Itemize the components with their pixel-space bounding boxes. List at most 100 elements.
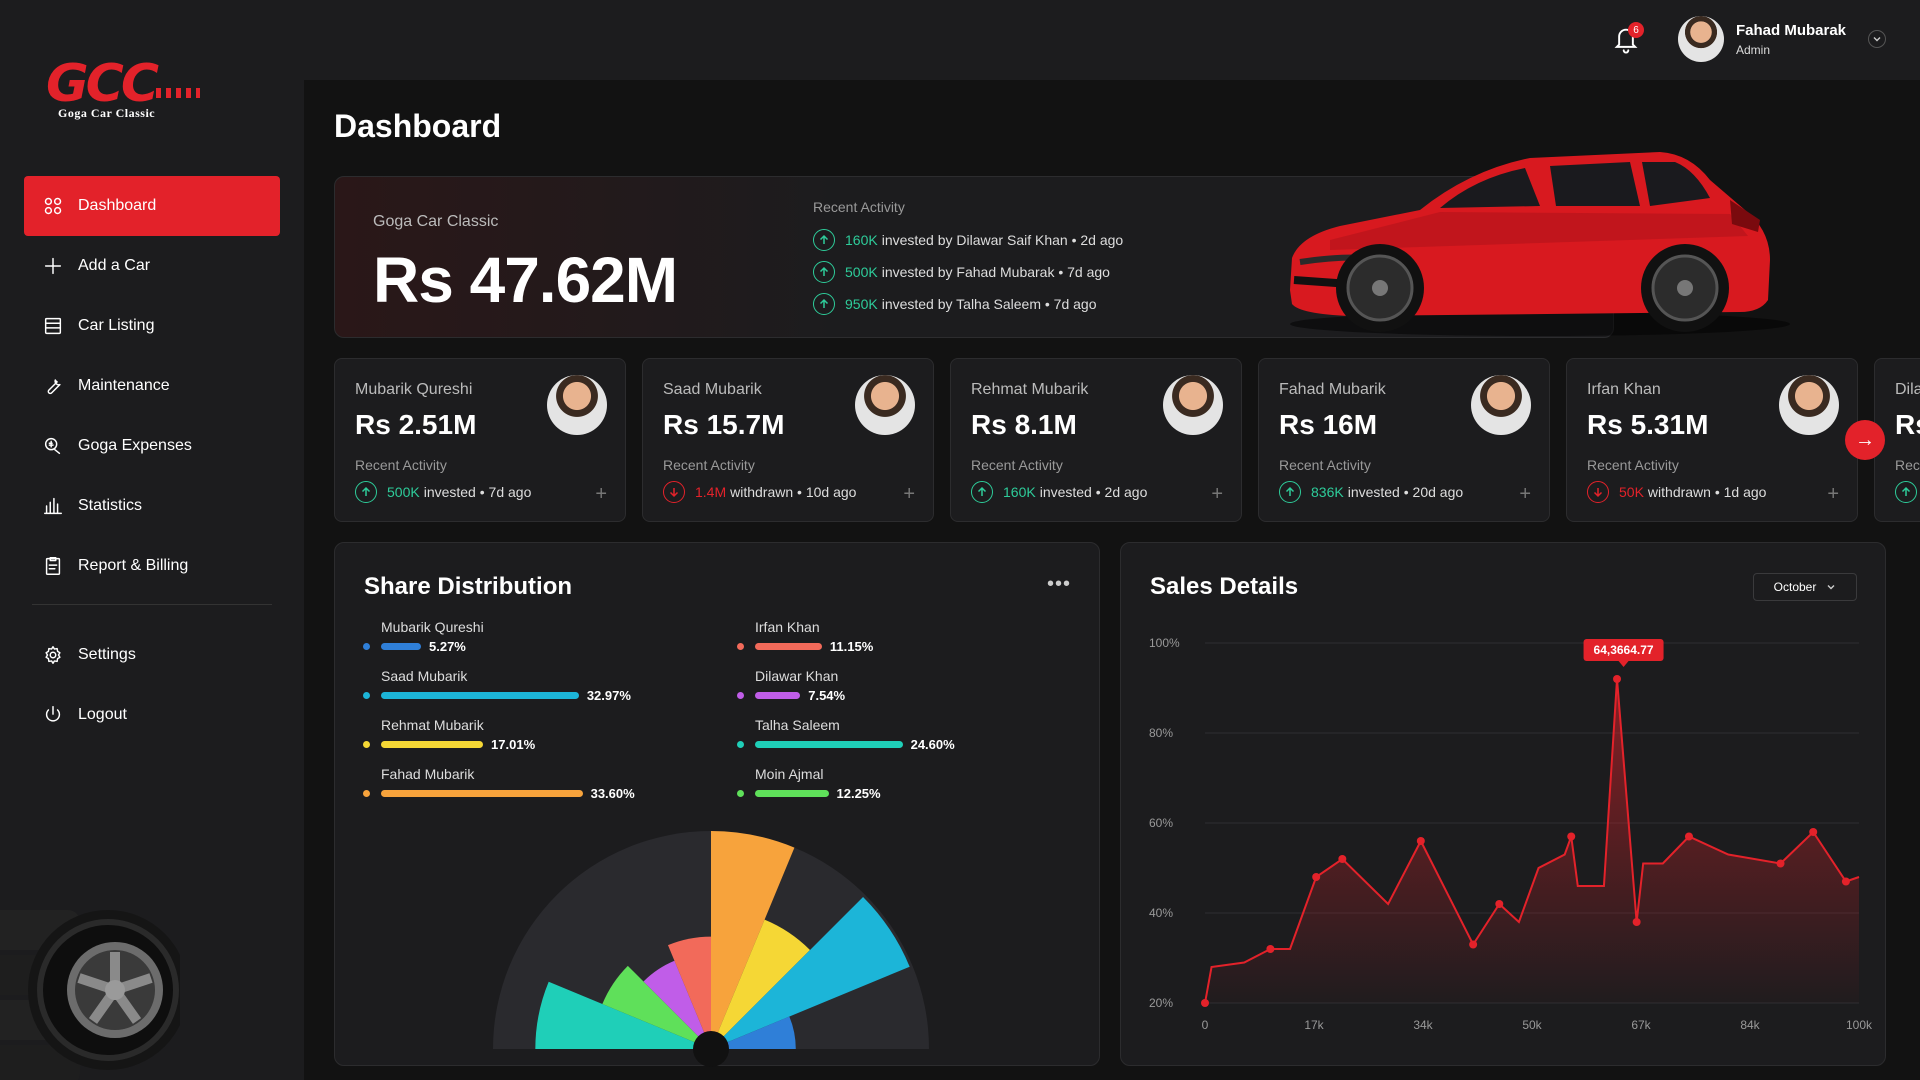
sidebar-item-logout[interactable]: Logout <box>24 685 280 745</box>
sidebar-item-label: Goga Expenses <box>78 437 192 454</box>
arrow-up-icon <box>971 481 993 503</box>
y-tick-label: 20% <box>1149 996 1173 1010</box>
arrow-up-icon <box>813 229 835 251</box>
sales-point[interactable] <box>1632 918 1641 926</box>
tires-image <box>0 910 180 1080</box>
activity-text: invested by Fahad Mubarak • 7d ago <box>881 264 1110 280</box>
share-percent: 33.60% <box>590 786 635 801</box>
user-avatar[interactable] <box>1678 16 1724 62</box>
investor-name: Saad Mubarik <box>663 381 762 398</box>
radial-slice[interactable] <box>667 936 711 1049</box>
investor-card[interactable]: Mubarik Qureshi Rs 2.51M Recent Activity… <box>334 358 626 522</box>
sidebar-nav: Dashboard Add a Car Car Listing Maintena… <box>24 176 280 745</box>
clipboard-icon <box>45 557 61 575</box>
investor-card[interactable]: Fahad Mubarik Rs 16M Recent Activity 836… <box>1258 358 1550 522</box>
share-distribution-panel: Share Distribution ••• Mubarik Qureshi 5.… <box>334 542 1100 1067</box>
radial-slice[interactable] <box>711 919 810 1049</box>
sales-point[interactable] <box>1613 675 1622 683</box>
sidebar-item-dashboard[interactable]: Dashboard <box>24 176 280 236</box>
month-select[interactable]: October <box>1753 573 1857 601</box>
share-percent: 12.25% <box>836 786 881 801</box>
investor-card[interactable]: Irfan Khan Rs 5.31M Recent Activity 50K … <box>1566 358 1858 522</box>
investor-name: Rehmat Mubarik <box>971 381 1089 398</box>
activity-amount: 160K <box>845 232 878 248</box>
legend-dot <box>363 643 370 650</box>
investor-name: Fahad Mubarik <box>1279 381 1386 398</box>
radial-slice[interactable] <box>711 896 910 1049</box>
sales-point[interactable] <box>1266 945 1275 953</box>
plus-icon[interactable]: + <box>1211 483 1223 505</box>
sidebar-item-goga-expenses[interactable]: Goga Expenses <box>24 416 280 476</box>
sidebar-item-label: Logout <box>78 706 127 723</box>
activity-row: 500K invested by Fahad Mubarak • 7d ago <box>813 261 1110 283</box>
recent-activity-label: Rec <box>1895 457 1920 473</box>
share-percent: 32.97% <box>586 688 631 703</box>
tooltip-box <box>1583 639 1664 661</box>
sidebar-item-label: Report & Billing <box>78 557 189 574</box>
y-tick-label: 40% <box>1149 906 1173 920</box>
investor-name: Irfan Khan <box>1587 381 1661 398</box>
sales-point[interactable] <box>1567 832 1576 841</box>
share-bar <box>755 643 822 650</box>
arrow-up-icon <box>1895 481 1917 503</box>
arrow-up-icon <box>813 261 835 283</box>
sales-point[interactable] <box>1201 999 1209 1007</box>
sidebar-item-maintenance[interactable]: Maintenance <box>24 356 280 416</box>
month-select-value: October <box>1773 580 1817 594</box>
investor-card[interactable]: Saad Mubarik Rs 15.7M Recent Activity 1.… <box>642 358 934 522</box>
legend-dot <box>737 643 744 650</box>
sales-point[interactable] <box>1338 855 1347 863</box>
sales-point[interactable] <box>1495 900 1504 908</box>
share-item-name: Fahad Mubarik <box>381 766 475 782</box>
sales-point[interactable] <box>1809 828 1818 836</box>
investor-activity: 50K withdrawn • 1d ago <box>1587 481 1766 503</box>
sales-point[interactable] <box>1469 940 1478 949</box>
plus-icon[interactable]: + <box>903 483 915 505</box>
sidebar-item-label: Add a Car <box>78 257 151 274</box>
plus-icon <box>44 257 62 275</box>
more-options-icon[interactable]: ••• <box>1046 573 1071 595</box>
share-item: Fahad Mubarik 33.60% <box>363 766 683 801</box>
gcc-logo[interactable]: GCC Goga Car Classic <box>46 58 206 122</box>
share-bar <box>755 741 903 748</box>
legend-dot <box>363 741 370 748</box>
investor-avatar <box>547 375 607 435</box>
sales-point[interactable] <box>1841 877 1850 886</box>
sidebar-item-label: Statistics <box>78 497 143 514</box>
plus-icon[interactable]: + <box>1827 483 1839 505</box>
sidebar-item-car-listing[interactable]: Car Listing <box>24 296 280 356</box>
sales-point[interactable] <box>1416 837 1425 845</box>
sales-point[interactable] <box>1312 873 1321 881</box>
sales-details-panel: Sales Details October 100% 80% 60% 40% 20% 0 1… <box>1120 542 1886 1066</box>
sales-point[interactable] <box>1776 859 1785 868</box>
activity-text: invested by Dilawar Saif Khan • 2d ago <box>881 232 1124 248</box>
arrow-up-icon <box>355 481 377 503</box>
sidebar-item-statistics[interactable]: Statistics <box>24 476 280 536</box>
radial-slice[interactable] <box>602 965 711 1049</box>
radial-slice[interactable] <box>711 831 795 1049</box>
notification-bell[interactable]: 6 <box>1612 22 1644 56</box>
investor-card[interactable]: Rehmat Mubarik Rs 8.1M Recent Activity 1… <box>950 358 1242 522</box>
sidebar-item-add-car[interactable]: Add a Car <box>24 236 280 296</box>
y-tick-label: 60% <box>1149 816 1173 830</box>
investor-avatar <box>1471 375 1531 435</box>
page-title: Dashboard <box>334 108 502 144</box>
tooltip-label: 64,3664.77 <box>1594 643 1654 657</box>
radial-slice[interactable] <box>643 960 711 1049</box>
plus-icon[interactable]: + <box>1519 483 1531 505</box>
plus-icon[interactable]: + <box>595 483 607 505</box>
sales-point[interactable] <box>1684 832 1693 841</box>
chevron-down-icon <box>1827 585 1835 590</box>
user-menu-toggle[interactable] <box>1868 30 1886 48</box>
arrow-up-icon <box>813 293 835 315</box>
radial-slice[interactable] <box>535 981 711 1049</box>
next-cards-button[interactable]: → <box>1845 420 1885 460</box>
sidebar-item-settings[interactable]: Settings <box>24 625 280 685</box>
bar-chart-icon <box>44 497 62 515</box>
user-name: Fahad Mubarak <box>1736 22 1847 39</box>
hero-label: Goga Car Classic <box>373 213 499 230</box>
sidebar-item-report-billing[interactable]: Report & Billing <box>24 536 280 596</box>
share-item: Saad Mubarik 32.97% <box>363 668 683 703</box>
gear-icon <box>45 646 61 664</box>
radial-slice[interactable] <box>711 1016 796 1049</box>
